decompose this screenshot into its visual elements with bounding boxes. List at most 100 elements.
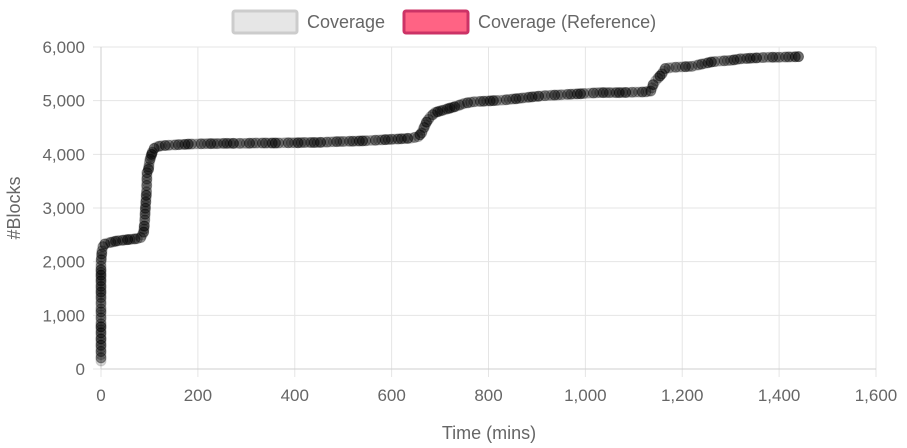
y-tick-label: 1,000 — [42, 306, 85, 325]
data-point — [124, 233, 136, 245]
y-tick-label: 3,000 — [42, 199, 85, 218]
data-point — [751, 52, 763, 64]
data-point — [584, 87, 596, 99]
data-point — [462, 97, 474, 109]
data-point — [129, 233, 141, 245]
data-point — [647, 79, 659, 91]
data-point — [95, 251, 107, 263]
data-point — [214, 138, 226, 150]
data-point — [754, 52, 766, 64]
data-point — [663, 62, 675, 74]
data-point — [95, 315, 107, 327]
data-point — [558, 89, 570, 101]
data-point — [95, 306, 107, 318]
y-tick-labels: 0 1,000 2,000 3,000 4,000 5,000 6,000 — [42, 38, 85, 379]
data-point — [773, 51, 785, 63]
data-point — [363, 135, 375, 147]
data-point — [211, 138, 223, 150]
data-point — [487, 95, 499, 107]
data-point — [95, 254, 107, 266]
data-point — [141, 179, 153, 191]
data-point — [141, 186, 153, 198]
data-point — [456, 98, 468, 110]
data-point — [276, 137, 288, 149]
x-tick-label: 600 — [377, 386, 405, 405]
legend-item-coverage-reference[interactable]: Coverage (Reference) — [402, 9, 656, 35]
data-point — [533, 90, 545, 102]
data-point — [95, 312, 107, 324]
scatter-points — [95, 51, 804, 367]
data-point — [192, 138, 204, 150]
data-point — [497, 94, 509, 106]
data-point — [458, 97, 470, 109]
data-point — [513, 92, 525, 104]
data-point — [465, 96, 477, 108]
data-point — [422, 113, 434, 125]
data-point — [142, 163, 154, 175]
x-tick-label: 800 — [474, 386, 502, 405]
y-tick-label: 0 — [76, 360, 85, 379]
legend-label-coverage-reference: Coverage (Reference) — [478, 12, 656, 32]
x-tick-label: 0 — [96, 386, 105, 405]
data-point — [95, 297, 107, 309]
data-point — [734, 53, 746, 65]
data-point — [659, 62, 671, 74]
data-point — [208, 138, 220, 150]
data-point — [95, 333, 107, 345]
x-tick-label: 1,600 — [855, 386, 898, 405]
data-point — [250, 137, 262, 149]
data-point — [122, 234, 134, 246]
data-point — [692, 59, 704, 71]
data-point — [95, 257, 107, 269]
data-point — [143, 161, 155, 173]
data-point — [712, 55, 724, 67]
data-point — [321, 136, 333, 148]
data-point — [357, 135, 369, 147]
data-point — [269, 137, 281, 149]
data-point — [449, 101, 461, 113]
axes — [100, 47, 876, 370]
data-point — [95, 300, 107, 312]
data-point — [360, 135, 372, 147]
data-point — [95, 352, 107, 364]
data-point — [640, 86, 652, 98]
data-point — [324, 136, 336, 148]
data-point — [273, 137, 285, 149]
data-point — [143, 158, 155, 170]
data-point — [95, 309, 107, 321]
data-point — [247, 137, 259, 149]
data-point — [494, 94, 506, 106]
data-point — [686, 60, 698, 72]
x-tick-label: 1,000 — [564, 386, 607, 405]
legend: Coverage Coverage (Reference) — [231, 9, 656, 35]
data-point — [421, 116, 432, 128]
data-point — [600, 87, 612, 99]
data-point — [626, 86, 638, 98]
legend-item-coverage[interactable]: Coverage — [231, 9, 385, 35]
legend-swatch-coverage-reference — [402, 9, 470, 35]
data-point — [231, 137, 243, 149]
data-point — [95, 321, 107, 333]
data-point — [468, 96, 480, 108]
data-point — [555, 89, 567, 101]
y-tick-label: 5,000 — [42, 92, 85, 111]
x-tick-labels: 0 200 400 600 800 1,000 1,200 1,400 1,600 — [96, 386, 897, 405]
data-point — [770, 51, 782, 63]
data-point — [728, 54, 740, 66]
data-point — [453, 99, 465, 111]
y-tick-label: 6,000 — [42, 38, 85, 57]
data-point — [139, 214, 151, 226]
x-tick-label: 400 — [281, 386, 309, 405]
data-point — [279, 137, 291, 149]
data-point — [416, 127, 428, 139]
data-point — [405, 132, 417, 144]
data-point — [382, 133, 394, 145]
x-tick-label: 1,400 — [758, 386, 801, 405]
data-point — [99, 238, 111, 250]
data-point — [414, 129, 426, 141]
data-point — [292, 137, 304, 149]
data-point — [776, 51, 788, 63]
y-tick-label: 2,000 — [42, 253, 85, 272]
data-point — [95, 355, 107, 367]
